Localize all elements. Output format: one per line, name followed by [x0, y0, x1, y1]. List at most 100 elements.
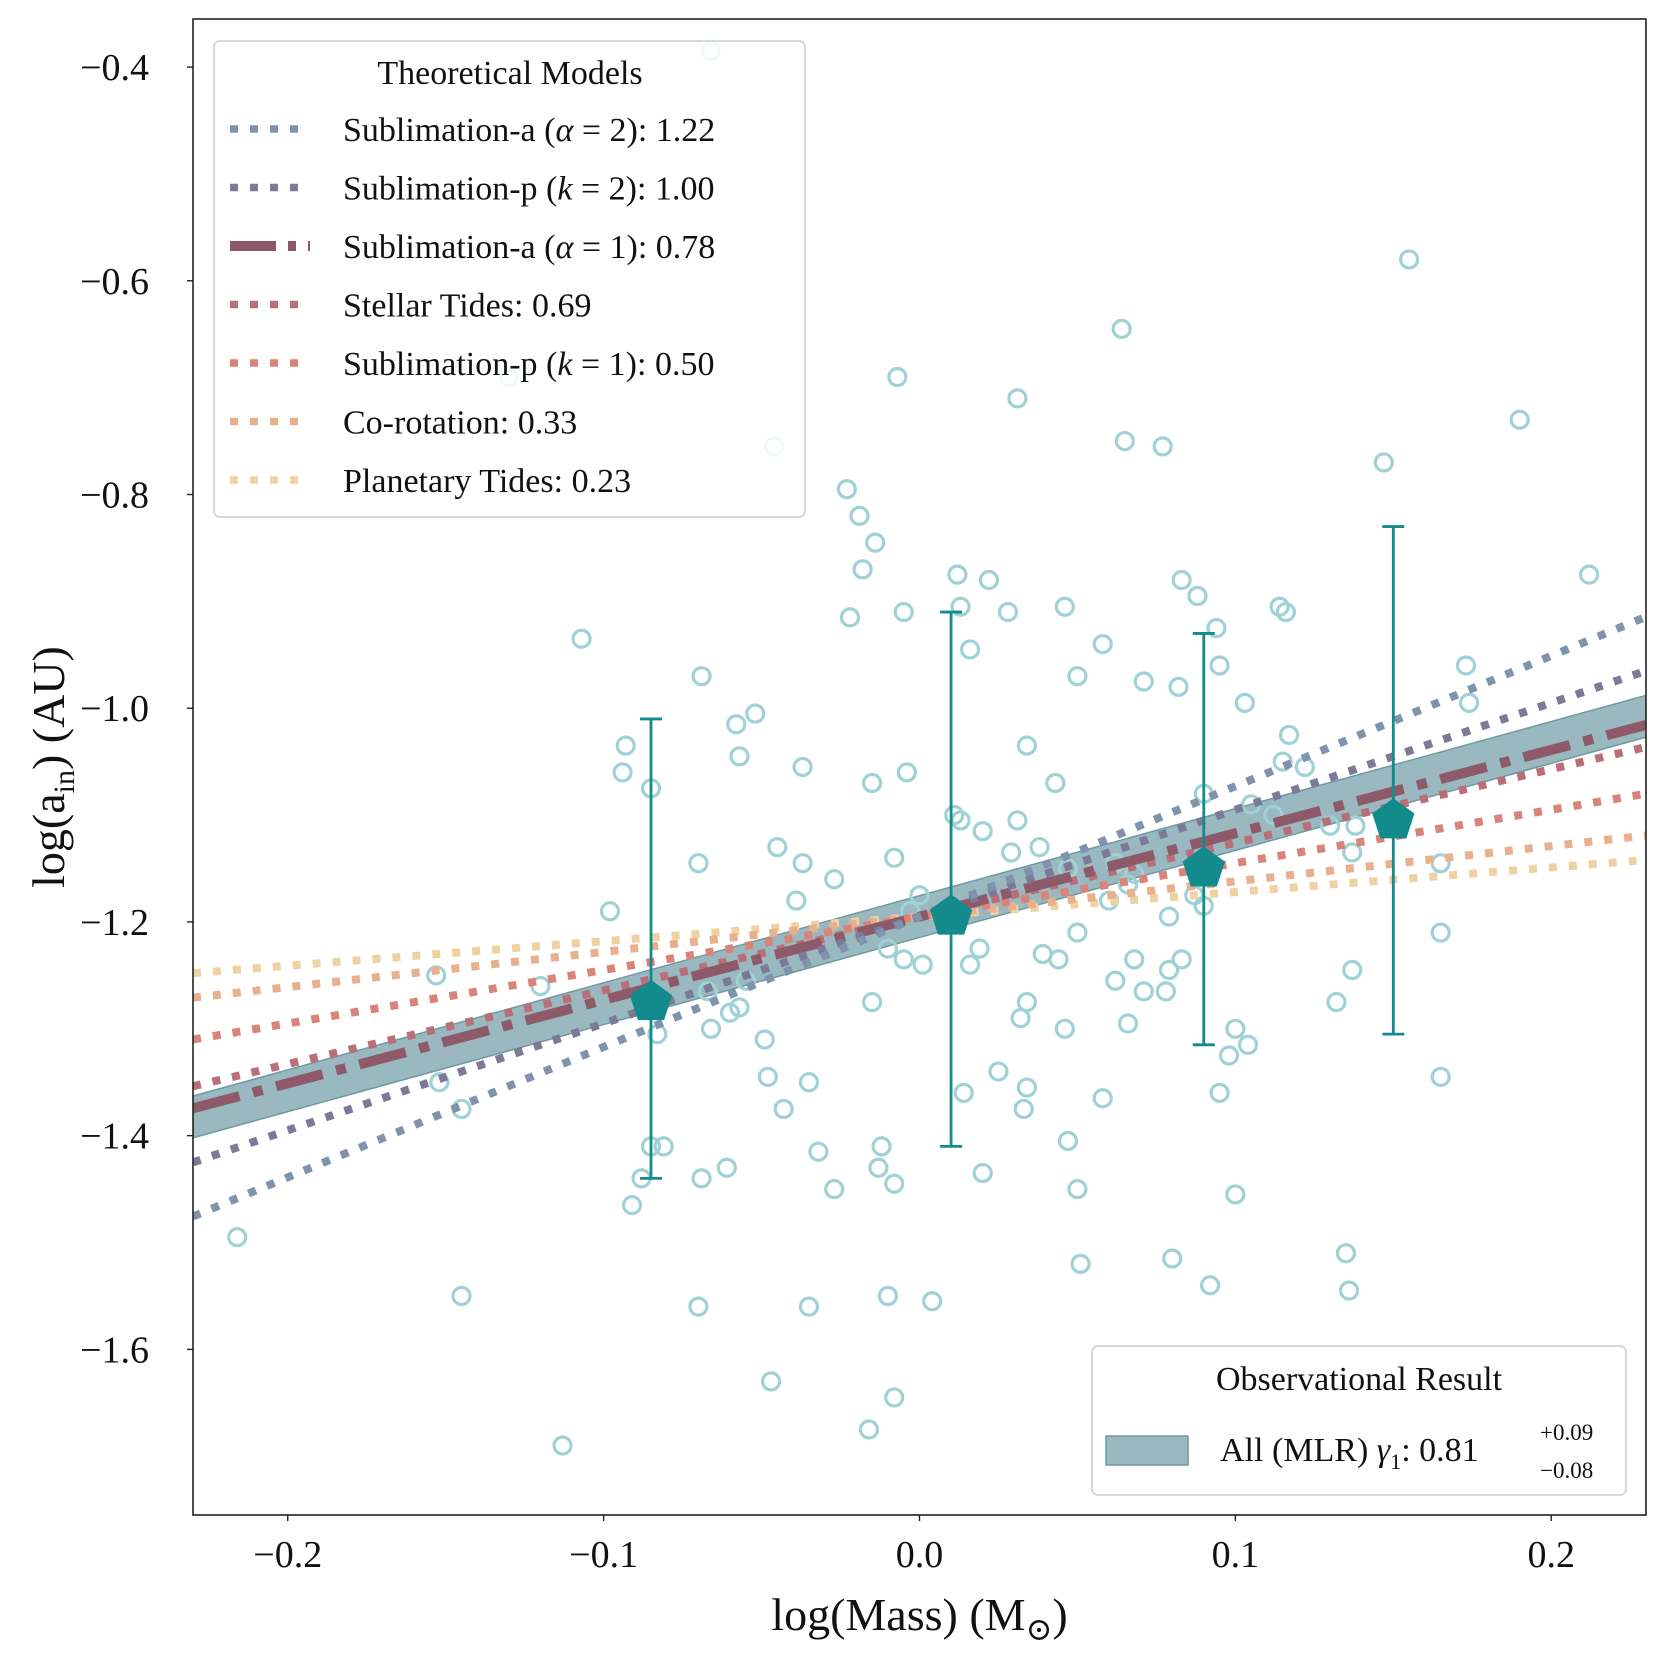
scatter-point: [877, 1285, 899, 1307]
scatter-point: [1016, 735, 1037, 756]
scatter-point: [1045, 772, 1066, 794]
scatter-point: [1124, 949, 1145, 970]
legend-item: Co-rotation: 0.33: [230, 405, 577, 442]
scatter-point: [1114, 430, 1135, 452]
binned-point: [1182, 632, 1225, 1047]
scatter-point: [798, 1072, 820, 1093]
x-tick-label: −0.2: [253, 1534, 322, 1576]
scatter-point: [1171, 949, 1192, 970]
scatter-point: [1342, 959, 1363, 981]
scatter-point: [862, 991, 883, 1013]
scatter-point: [786, 890, 807, 911]
scatter-point: [552, 1435, 573, 1456]
scatter-point: [950, 596, 971, 617]
scatter-point: [909, 885, 930, 906]
scatter-point: [1579, 564, 1600, 585]
scatter-point: [688, 1296, 709, 1317]
scatter-point: [1209, 655, 1230, 676]
legend-item: Sublimation-a (α = 2): 1.22: [230, 112, 715, 149]
scatter-point: [1057, 1130, 1079, 1152]
tick-layer: −0.2 −0.1 0.0 0.1 0.2 −0.4 −0.6 −0.8 −1.0 −1.2 −1.…: [80, 47, 1575, 1576]
binned-marker: [929, 894, 973, 935]
scatter-point: [972, 1162, 993, 1184]
legend-theoretical-models: Theoretical Models Sublimation-a (α = 2)…: [213, 40, 806, 518]
scatter-point: [849, 505, 870, 526]
x-tick-label: 0.2: [1527, 1534, 1575, 1576]
scatter-point: [1342, 842, 1363, 863]
scatter-point: [1206, 617, 1227, 639]
legend-label: Co-rotation: 0.33: [343, 405, 577, 442]
scatter-point: [1168, 676, 1189, 697]
legend-label: Planetary Tides: 0.23: [343, 463, 631, 500]
binned-point: [1372, 525, 1415, 1036]
scatter-point: [1054, 1018, 1075, 1039]
scatter-point: [716, 1157, 737, 1178]
x-axis-label: log(Mass) (M⊙): [771, 1589, 1067, 1647]
scatter-point: [615, 735, 636, 756]
scatter-point: [1092, 1088, 1113, 1109]
scatter-point: [1133, 981, 1154, 1002]
scatter-point: [839, 607, 861, 628]
scatter-point: [887, 366, 908, 388]
binned-point: [929, 610, 973, 1148]
scatter-point: [745, 703, 766, 724]
scatter-point: [824, 1178, 845, 1200]
scatter-point: [691, 1168, 712, 1189]
scatter-point: [621, 1195, 643, 1216]
scatter-point: [808, 1141, 829, 1162]
binned-marker: [629, 979, 673, 1021]
plot-area: [193, 40, 1646, 1456]
y-tick-label: −1.6: [80, 1329, 149, 1371]
scatter-point: [1092, 634, 1113, 655]
scatter-point: [1373, 452, 1394, 473]
scatter-point: [1398, 249, 1420, 270]
scatter-point: [824, 869, 845, 890]
scatter-point: [1263, 804, 1284, 826]
legend-label: Sublimation-p (k = 1): 0.50: [343, 346, 714, 383]
scatter-point: [972, 821, 993, 842]
model-line: [193, 789, 1646, 1044]
scatter-point: [571, 628, 592, 649]
scatter-point: [1225, 1184, 1246, 1205]
scatter-point: [1162, 1248, 1183, 1269]
scatter-point: [700, 1018, 722, 1039]
x-tick-label: 0.1: [1212, 1534, 1260, 1576]
legend-frame: [213, 40, 806, 518]
binned-point: [629, 717, 673, 1180]
scatter-point: [1272, 751, 1293, 772]
scatter-point: [792, 853, 813, 874]
scatter-point: [836, 479, 857, 500]
scatter-point: [1187, 585, 1208, 607]
scatter-point: [1155, 981, 1176, 1002]
scatter-point: [1278, 724, 1300, 746]
scatter-point: [1054, 596, 1075, 617]
model-line: [193, 613, 1646, 1221]
scatter-point: [1067, 1178, 1088, 1200]
scatter-point: [1320, 815, 1341, 836]
scatter-point: [760, 1371, 782, 1392]
scatter-point: [1237, 1034, 1259, 1055]
scatter-point: [1133, 671, 1154, 692]
scatter-point: [1430, 1066, 1451, 1087]
legend-item: Sublimation-p (k = 1): 0.50: [230, 346, 714, 383]
scatter-point: [1029, 837, 1050, 858]
scatter-point: [877, 938, 899, 959]
scatter-point: [969, 938, 990, 959]
scatter-point: [688, 853, 709, 874]
legend-item: Stellar Tides: 0.69: [230, 288, 591, 325]
scatter-point: [1158, 959, 1180, 981]
scatter-point: [612, 762, 633, 783]
scatter-point: [1048, 949, 1069, 970]
scatter-point: [1218, 1045, 1240, 1066]
scatter-point: [1111, 318, 1132, 339]
scatter-point: [798, 1296, 820, 1317]
y-tick-label: −1.0: [80, 688, 149, 730]
scatter-point: [1152, 436, 1173, 457]
legend-label: Sublimation-a (α = 1): 0.78: [343, 229, 715, 266]
scatter-point: [1275, 601, 1297, 623]
scatter-point: [959, 639, 981, 660]
scatter-point: [429, 1072, 450, 1093]
model-lines-layer: [193, 613, 1646, 1221]
binned-marker: [1182, 846, 1225, 887]
scatter-point: [451, 1285, 472, 1307]
